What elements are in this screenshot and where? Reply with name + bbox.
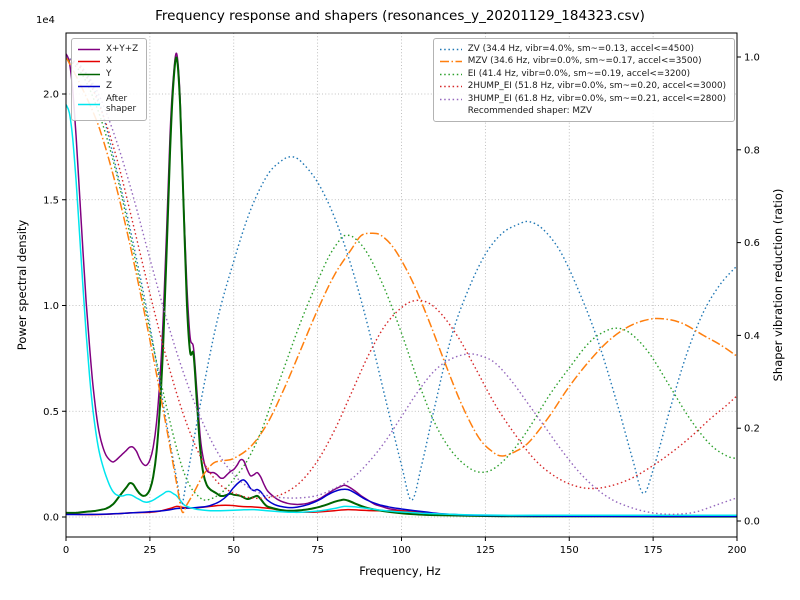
tick-label-x: 50 — [227, 545, 240, 556]
series-3hump-ei — [66, 56, 737, 515]
tick-label-y-left: 0.5 — [43, 407, 59, 418]
legend-item-after-shaper: After shaper — [77, 94, 138, 116]
tick-label-y-left: 0.0 — [43, 513, 59, 524]
legend-label: 2HUMP_EI (51.8 Hz, vibr=0.0%, sm~=0.20, … — [467, 81, 726, 91]
legend-item-y: Y — [77, 69, 138, 80]
legend-item-3hump-ei: 3HUMP_EI (61.8 Hz, vibr=0.0%, sm~=0.21, … — [439, 94, 726, 105]
series-y — [66, 56, 737, 518]
legend-item-ei: EI (41.4 Hz, vibr=0.0%, sm~=0.19, accel<… — [439, 69, 726, 80]
tick-label-y-right: 0.4 — [744, 331, 760, 342]
legend-swatch — [78, 48, 100, 50]
y-axis-left-label: Power spectral density — [15, 219, 29, 351]
legend-swatch — [439, 98, 462, 100]
tick-label-x: 200 — [727, 545, 746, 556]
tick-label-x: 0 — [63, 545, 69, 556]
legend-swatch — [439, 48, 462, 50]
y-axis-right-label: Shaper vibration reduction (ratio) — [771, 188, 785, 382]
legend-swatch — [78, 85, 100, 88]
legend-swatch — [439, 73, 462, 75]
tick-label-y-right: 0.8 — [744, 145, 760, 156]
legend-swatch — [439, 85, 462, 88]
tick-label-y-right: 1.0 — [744, 53, 760, 64]
legend-shapers: ZV (34.4 Hz, vibr=4.0%, sm~=0.13, accel<… — [432, 38, 735, 123]
recommended-shaper-note: Recommended shaper: MZV — [467, 106, 593, 116]
legend-item-x-y-z: X+Y+Z — [77, 44, 138, 55]
tick-label-x: 25 — [144, 545, 157, 556]
legend-label: MZV (34.6 Hz, vibr=0.0%, sm~=0.17, accel… — [467, 56, 702, 66]
legend-label: ZV (34.4 Hz, vibr=4.0%, sm~=0.13, accel<… — [467, 43, 694, 54]
tick-label-x: 125 — [476, 545, 495, 556]
tick-label-y-left: 2.0 — [43, 90, 59, 101]
tick-label-x: 175 — [644, 545, 663, 556]
legend-label: Z — [106, 81, 113, 91]
tick-label-y-right: 0.6 — [744, 238, 760, 249]
legend-shapers-items: ZV (34.4 Hz, vibr=4.0%, sm~=0.13, accel<… — [439, 44, 726, 105]
tick-label-y-right: 0.0 — [744, 517, 760, 528]
y-axis-offset-text: 1e4 — [36, 15, 55, 26]
series-x-y-z — [66, 52, 737, 517]
legend-label: After shaper — [106, 93, 137, 115]
tick-label-x: 100 — [392, 545, 411, 556]
x-axis-label: Frequency, Hz — [359, 564, 441, 578]
legend-swatch — [439, 60, 462, 63]
legend-swatch — [78, 103, 100, 106]
tick-label-y-left: 1.5 — [43, 195, 59, 206]
series-ei — [66, 56, 737, 501]
series-2hump-ei — [66, 56, 737, 500]
tick-label-y-left: 1.0 — [43, 301, 59, 312]
legend-label: EI (41.4 Hz, vibr=0.0%, sm~=0.19, accel<… — [467, 68, 691, 79]
legend-item-z: Z — [77, 81, 138, 92]
legend-label: Y — [106, 68, 112, 79]
chart-title: Frequency response and shapers (resonanc… — [155, 8, 645, 24]
legend-label: 3HUMP_EI (61.8 Hz, vibr=0.0%, sm~=0.21, … — [467, 93, 726, 104]
legend-psd: X+Y+Z X Y Z After shaper — [71, 38, 148, 121]
tick-label-x: 75 — [311, 545, 324, 556]
tick-label-x: 150 — [560, 545, 579, 556]
series-after-shaper — [66, 104, 737, 517]
series-mzv — [66, 56, 737, 514]
tick-label-y-right: 0.2 — [744, 424, 760, 435]
legend-swatch — [78, 73, 100, 75]
legend-item-zv: ZV (34.4 Hz, vibr=4.0%, sm~=0.13, accel<… — [439, 44, 726, 55]
legend-item-mzv: MZV (34.6 Hz, vibr=0.0%, sm~=0.17, accel… — [439, 56, 726, 67]
legend-label: X — [106, 56, 113, 66]
legend-item-x: X — [77, 56, 138, 67]
legend-item-2hump-ei: 2HUMP_EI (51.8 Hz, vibr=0.0%, sm~=0.20, … — [439, 81, 726, 92]
series-zv — [66, 56, 737, 506]
legend-swatch — [78, 60, 100, 63]
legend-label: X+Y+Z — [106, 43, 139, 54]
